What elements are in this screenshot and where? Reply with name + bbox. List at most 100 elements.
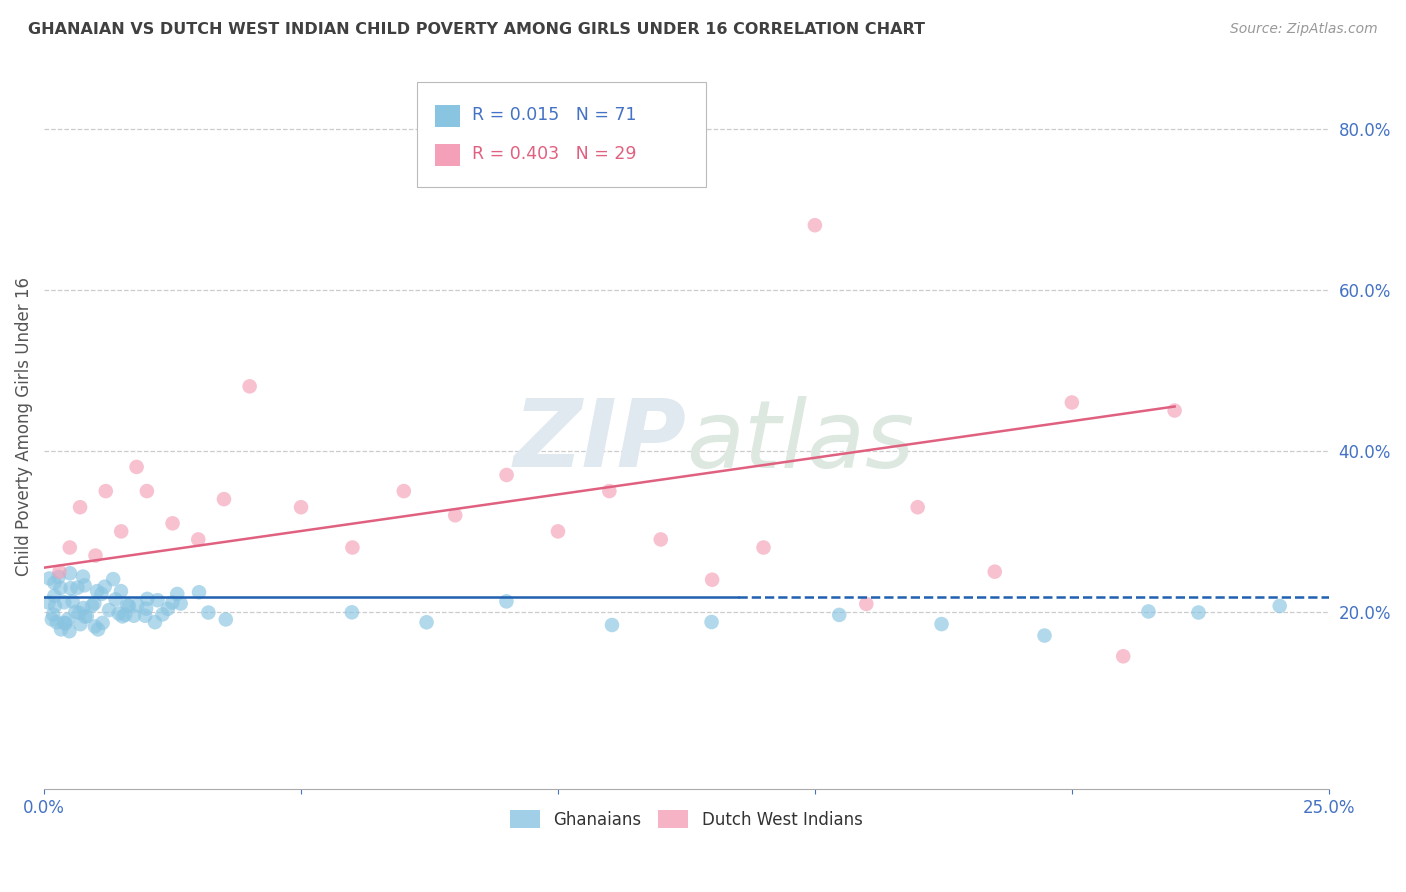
Point (342, 541, 364, 555)
Point (855, 597, 877, 611)
Point (290, 500, 312, 515)
Point (700, 573, 723, 587)
Point (1060, 395, 1083, 409)
Point (56, 613, 79, 627)
Point (1268, 599, 1291, 613)
Point (127, 598, 149, 612)
Point (59, 581, 82, 595)
Point (72, 601, 94, 615)
Point (75, 609, 97, 624)
FancyBboxPatch shape (434, 144, 460, 166)
Point (907, 500, 929, 515)
Point (53, 615, 76, 630)
Point (76, 609, 98, 624)
Point (156, 602, 179, 616)
Point (931, 617, 953, 632)
Point (162, 516, 184, 531)
Point (53, 595, 76, 609)
Point (110, 584, 132, 599)
Text: R = 0.403   N = 29: R = 0.403 N = 29 (472, 145, 637, 163)
Point (495, 467, 517, 482)
Text: atlas: atlas (686, 396, 915, 487)
Point (98, 603, 121, 617)
Point (44, 589, 66, 603)
Point (444, 508, 467, 523)
Point (72, 569, 94, 583)
Point (41, 612, 63, 626)
Point (1137, 605, 1160, 619)
Point (58, 624, 80, 639)
Point (55, 616, 77, 631)
Point (73, 578, 96, 592)
Point (598, 484, 620, 499)
Point (48, 565, 70, 579)
Point (600, 618, 623, 632)
Point (48, 570, 70, 584)
FancyBboxPatch shape (434, 105, 460, 127)
Point (1112, 649, 1135, 664)
Point (1033, 629, 1056, 643)
Point (94, 580, 117, 594)
Point (804, 218, 827, 232)
Point (136, 591, 159, 606)
Point (59, 566, 82, 581)
Text: ZIP: ZIP (513, 395, 686, 487)
Point (44, 576, 66, 591)
Point (59, 541, 82, 555)
Legend: Ghanaians, Dutch West Indians: Ghanaians, Dutch West Indians (503, 804, 869, 835)
Point (38, 596, 60, 610)
Point (115, 598, 138, 612)
Point (111, 609, 134, 624)
Point (135, 601, 157, 615)
Point (87, 623, 110, 637)
Point (700, 615, 723, 629)
Point (84, 549, 107, 563)
Point (1187, 606, 1209, 620)
Point (69, 500, 91, 515)
Point (49, 623, 72, 637)
Point (44, 599, 66, 613)
Point (415, 615, 437, 630)
Point (650, 533, 672, 547)
Point (91, 615, 114, 630)
Point (69, 617, 91, 632)
Point (152, 607, 174, 622)
Point (166, 587, 188, 601)
Point (197, 606, 219, 620)
Point (1163, 403, 1185, 417)
Point (495, 594, 517, 608)
Point (104, 592, 127, 607)
Point (83, 596, 105, 610)
Point (66, 581, 89, 595)
Point (215, 612, 238, 626)
Point (212, 492, 235, 507)
Point (143, 615, 166, 630)
Point (45, 615, 67, 630)
Point (187, 533, 209, 547)
Point (42, 607, 65, 622)
Point (83, 619, 105, 633)
Point (162, 595, 184, 609)
Point (107, 607, 129, 621)
Point (69, 606, 91, 620)
Point (90, 587, 112, 601)
FancyBboxPatch shape (416, 82, 706, 187)
Point (340, 605, 363, 619)
Point (118, 599, 141, 613)
Point (114, 607, 136, 622)
Point (392, 484, 415, 499)
Point (134, 608, 156, 623)
Text: GHANAIAN VS DUTCH WEST INDIAN CHILD POVERTY AMONG GIRLS UNDER 16 CORRELATION CHA: GHANAIAN VS DUTCH WEST INDIAN CHILD POVE… (28, 22, 925, 37)
Point (122, 608, 145, 623)
Point (86, 584, 108, 599)
Point (125, 459, 148, 474)
Text: R = 0.015   N = 71: R = 0.015 N = 71 (472, 106, 637, 124)
Point (828, 607, 851, 622)
Y-axis label: Child Poverty Among Girls Under 16: Child Poverty Among Girls Under 16 (15, 277, 32, 576)
Point (101, 572, 124, 586)
Point (94, 484, 117, 499)
Point (135, 484, 157, 499)
Point (49, 581, 72, 595)
Point (547, 524, 569, 539)
Point (146, 593, 169, 607)
